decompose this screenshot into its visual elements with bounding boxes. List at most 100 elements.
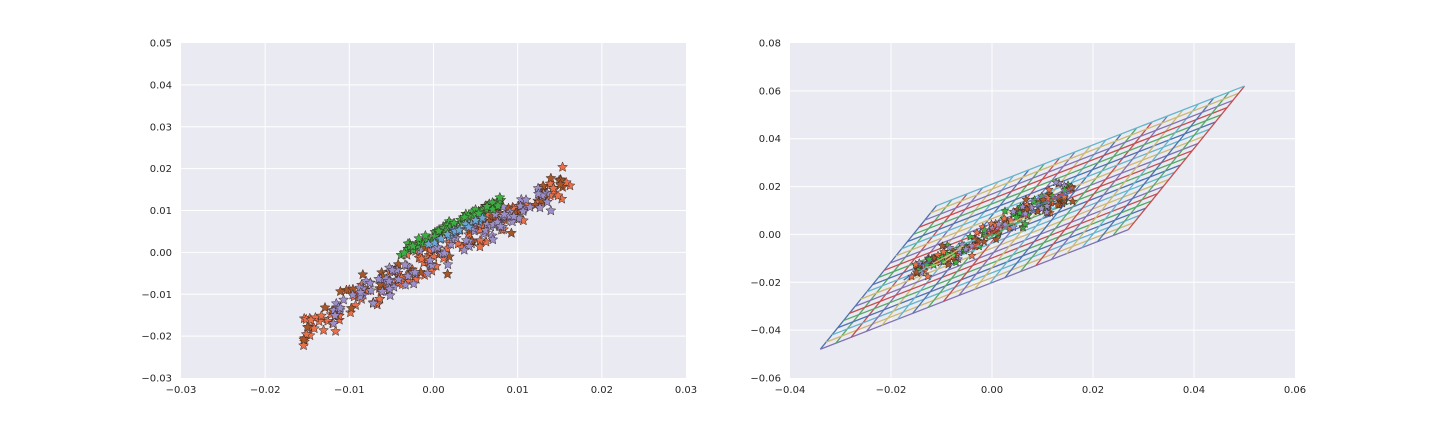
- star-marker: [376, 285, 388, 297]
- star-marker: [357, 268, 369, 280]
- star-marker: [532, 188, 544, 199]
- cluster-segment: [1029, 209, 1036, 213]
- star-marker: [409, 266, 421, 278]
- cluster-star-marker: [945, 242, 955, 252]
- right-y-tick-labels: −0.06 −0.04 −0.02 0.00 0.02 0.04 0.06 0.08: [750, 39, 781, 385]
- mesh-line: [1081, 103, 1199, 248]
- right-cluster-markers: [903, 177, 1078, 281]
- cluster-star-marker: [923, 271, 933, 281]
- star-marker: [424, 254, 436, 266]
- star-marker: [386, 264, 398, 275]
- star-marker: [319, 301, 331, 313]
- star-marker: [463, 221, 475, 232]
- cluster-segment: [1032, 201, 1041, 207]
- star-marker: [545, 172, 557, 183]
- star-marker: [492, 200, 504, 211]
- star-marker: [508, 210, 520, 222]
- cluster-star-marker: [999, 213, 1009, 223]
- star-marker: [438, 247, 450, 258]
- cluster-segment: [920, 260, 932, 267]
- right-x-tick-labels: −0.04 −0.02 0.00 0.02 0.04 0.06: [775, 385, 1306, 396]
- star-marker: [399, 279, 412, 290]
- star-marker: [345, 302, 357, 313]
- y-tick-label: −0.01: [141, 290, 172, 301]
- star-marker: [419, 229, 431, 241]
- star-marker: [534, 201, 546, 213]
- star-marker: [441, 268, 454, 279]
- right-mesh-chart: −0.04 −0.02 0.00 0.02 0.04 0.06 −0.06−0.04−0.…: [750, 39, 1306, 397]
- star-marker: [334, 285, 346, 297]
- cluster-star-marker: [961, 244, 971, 253]
- star-marker: [541, 196, 553, 207]
- mesh-line: [930, 92, 1239, 214]
- y-tick-label: 0.02: [150, 164, 172, 175]
- star-marker: [301, 321, 313, 332]
- cluster-star-marker: [1008, 206, 1018, 216]
- left-scatter-chart: −0.03 −0.02 −0.01 0.00 0.01 0.02 0.03 −0.03−0.…: [141, 39, 697, 397]
- cluster-segment: [1052, 191, 1071, 201]
- cluster-star-marker: [1044, 184, 1054, 194]
- x-tick-label: −0.04: [775, 385, 806, 396]
- star-marker: [422, 267, 434, 279]
- star-marker: [453, 224, 465, 235]
- mesh-line: [820, 229, 1129, 350]
- star-marker: [364, 277, 376, 288]
- cluster-segment: [1026, 195, 1046, 203]
- star-marker: [498, 208, 510, 220]
- star-marker: [458, 211, 471, 223]
- star-marker: [474, 240, 486, 252]
- star-marker: [398, 246, 410, 258]
- star-marker: [408, 278, 420, 289]
- star-marker: [505, 227, 517, 238]
- cluster-star-marker: [991, 234, 1001, 244]
- x-tick-label: 0.00: [422, 385, 444, 396]
- mesh-line: [901, 128, 1210, 250]
- star-marker: [384, 289, 396, 301]
- star-marker: [298, 339, 310, 351]
- cluster-segment: [944, 247, 962, 259]
- cluster-star-marker: [1068, 196, 1078, 206]
- y-tick-label: 0.03: [150, 122, 172, 133]
- left-star-markers: [298, 161, 576, 351]
- star-marker: [433, 225, 445, 236]
- star-marker: [442, 258, 454, 270]
- y-tick-label: −0.04: [750, 326, 781, 337]
- cluster-segment: [926, 262, 941, 269]
- cluster-segment: [1052, 189, 1064, 198]
- mesh-line: [1097, 97, 1215, 243]
- y-tick-label: −0.02: [750, 278, 781, 289]
- star-marker: [330, 325, 342, 337]
- cluster-segment: [1069, 190, 1073, 194]
- cluster-star-marker: [979, 236, 989, 246]
- cluster-segment: [963, 239, 976, 245]
- mesh-line: [924, 99, 1234, 221]
- cluster-segment: [986, 233, 994, 238]
- star-marker: [315, 310, 327, 321]
- x-tick-label: −0.03: [166, 385, 197, 396]
- star-marker: [317, 324, 330, 336]
- star-marker: [481, 200, 493, 212]
- mesh-line: [1020, 127, 1138, 272]
- star-marker: [517, 205, 529, 217]
- x-tick-label: 0.03: [675, 385, 697, 396]
- x-tick-label: 0.01: [507, 385, 529, 396]
- cluster-star-marker: [1017, 201, 1028, 211]
- x-tick-label: 0.06: [1284, 385, 1306, 396]
- cluster-segment: [958, 245, 964, 249]
- cluster-star-marker: [1020, 219, 1030, 228]
- cluster-star-marker: [1036, 203, 1047, 213]
- x-tick-label: 0.04: [1183, 385, 1205, 396]
- cluster-segment: [984, 231, 987, 234]
- star-marker: [365, 284, 377, 296]
- cluster-star-marker: [911, 267, 921, 277]
- cluster-segment: [1009, 216, 1026, 224]
- x-tick-label: −0.02: [250, 385, 281, 396]
- y-tick-label: 0.05: [150, 39, 172, 50]
- cluster-segment: [932, 253, 951, 265]
- cluster-star-marker: [948, 250, 958, 259]
- cluster-star-marker: [986, 219, 997, 228]
- cluster-segment: [1035, 200, 1048, 209]
- star-marker: [556, 161, 569, 172]
- star-marker: [487, 233, 499, 245]
